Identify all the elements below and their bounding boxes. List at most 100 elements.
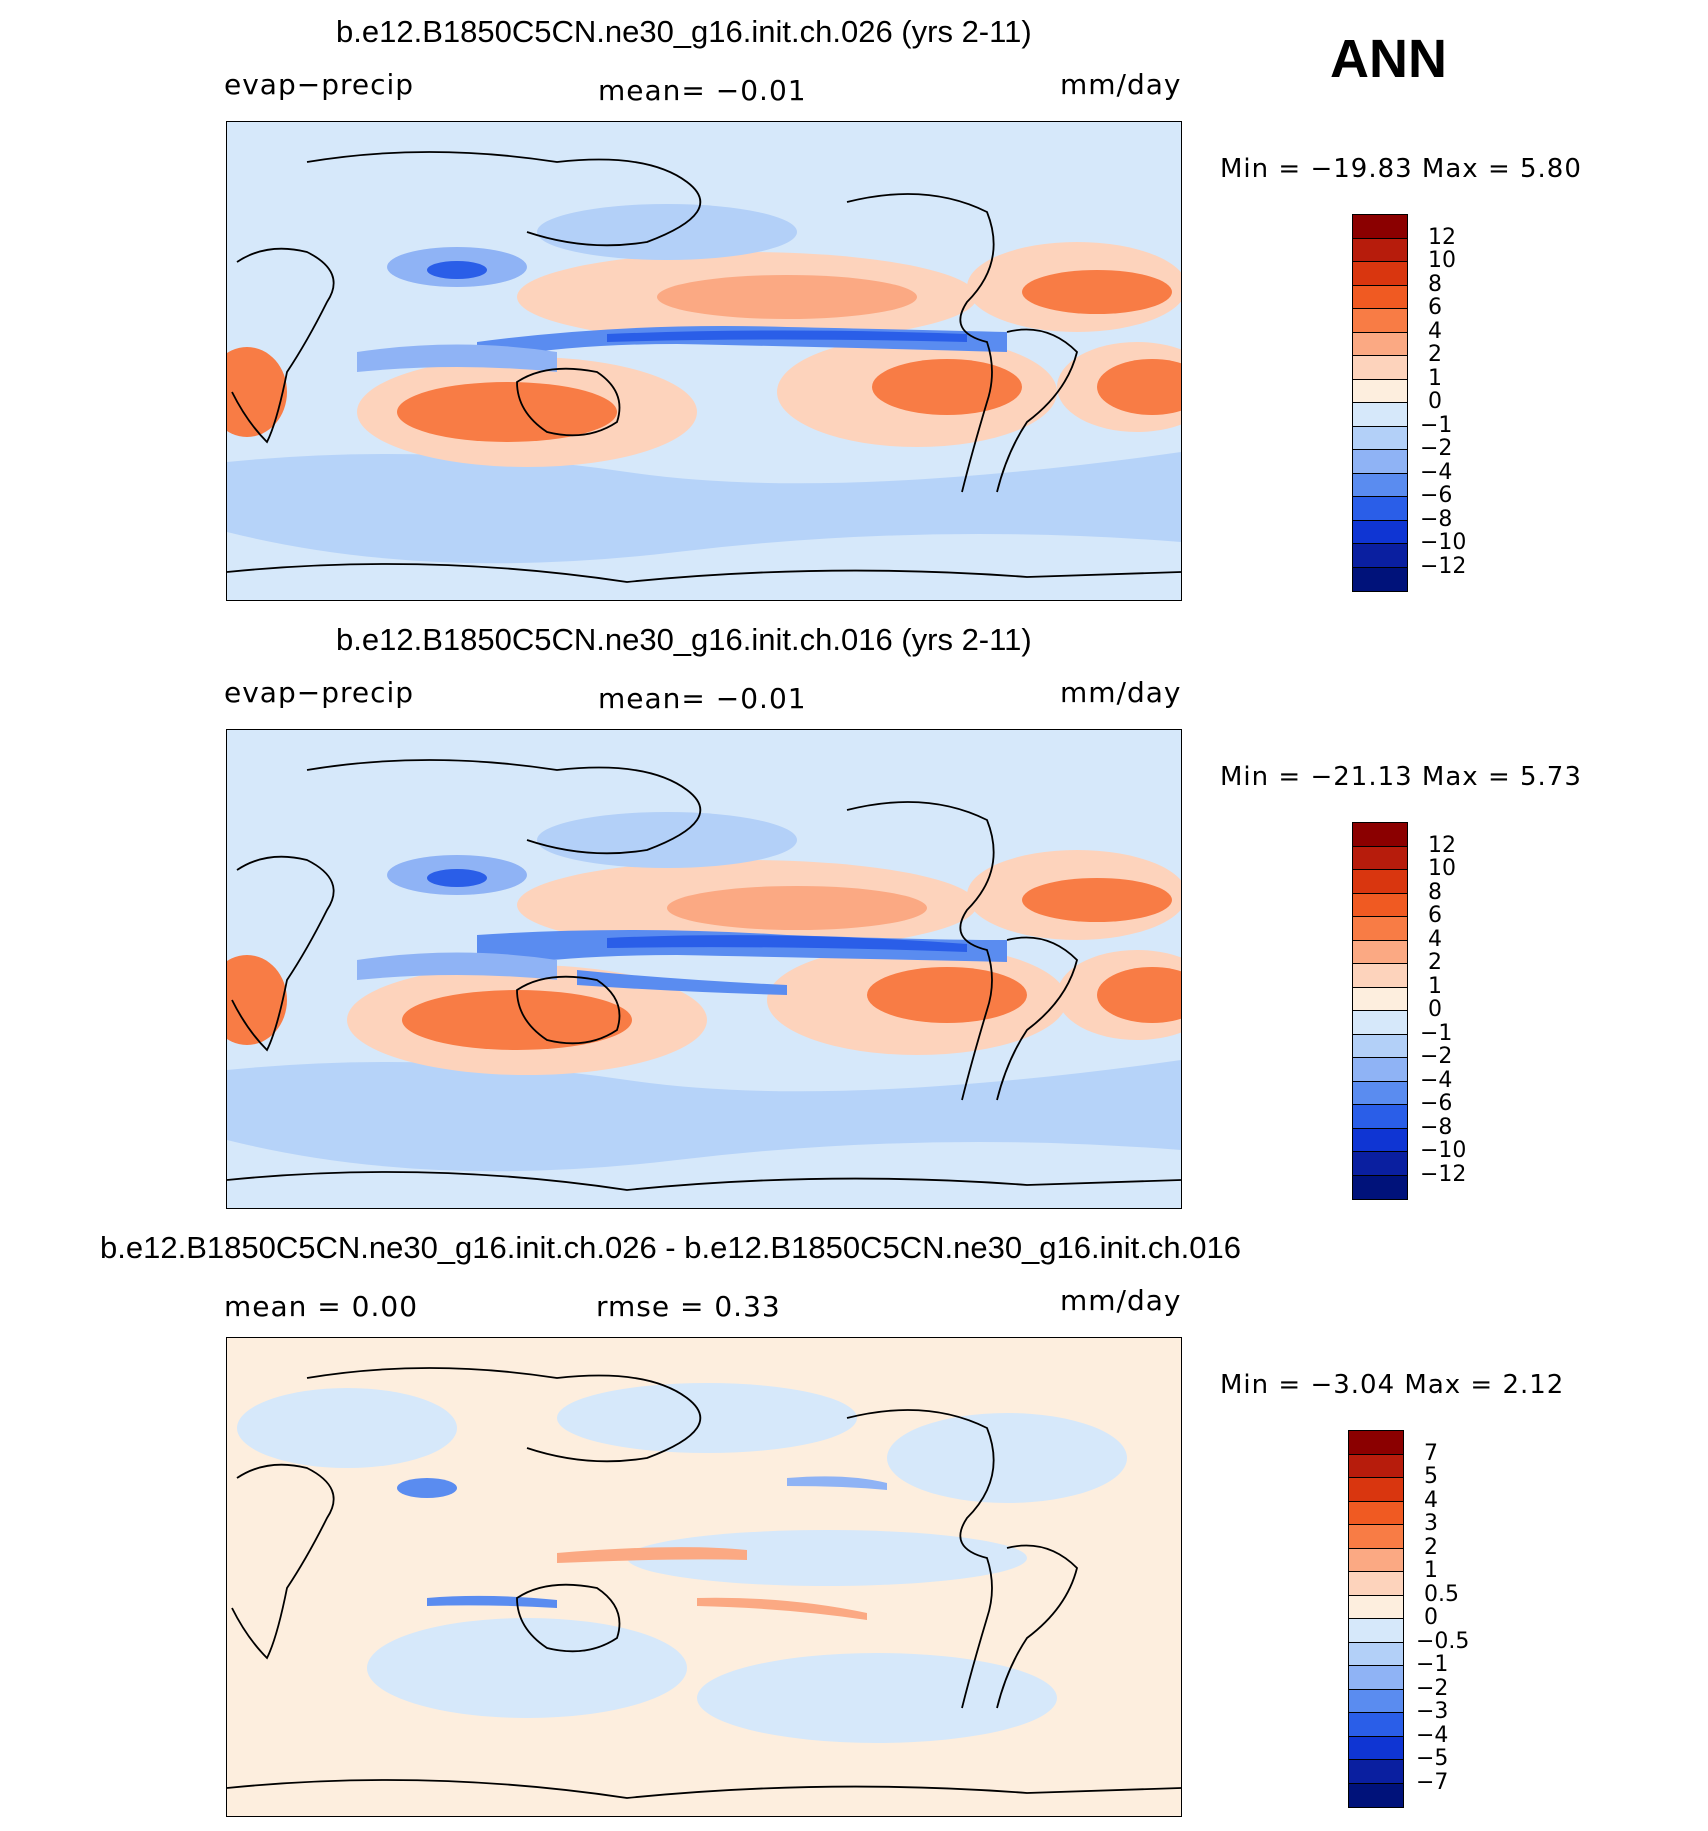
colorbar-segment: [1353, 1034, 1407, 1058]
colorbar-segment: [1349, 1783, 1403, 1807]
colorbar-segment: [1353, 1011, 1407, 1035]
colorbar-tick-label: 8: [1428, 879, 1442, 905]
colorbar-tick-label: 4: [1428, 926, 1442, 952]
colorbar-segment: [1353, 964, 1407, 988]
panel-1-units: mm/day: [1060, 68, 1182, 101]
panel-3-mean-label: mean = 0.00: [224, 1290, 419, 1323]
season-label: ANN: [1330, 29, 1447, 89]
panel-2-map: [226, 729, 1182, 1209]
colorbar-segment: [1353, 1081, 1407, 1105]
colorbar-tick-label: −10: [1420, 1138, 1467, 1163]
colorbar-tick-label: 4: [1428, 318, 1442, 344]
colorbar-tick-label: 6: [1428, 903, 1442, 928]
colorbar-segment: [1349, 1736, 1403, 1760]
colorbar-tick-label: 0: [1428, 997, 1442, 1022]
panel-1-mean-label: mean= −0.01: [598, 74, 807, 107]
colorbar-segment: [1353, 893, 1407, 917]
colorbar-segment: [1349, 1689, 1403, 1713]
colorbar-segment: [1349, 1713, 1403, 1737]
colorbar-tick-label: −4: [1416, 1722, 1449, 1748]
colorbar-segment: [1353, 846, 1407, 870]
colorbar-segment: [1353, 917, 1407, 941]
colorbar-segment: [1353, 309, 1407, 333]
colorbar-tick-label: −1: [1420, 412, 1453, 438]
colorbar-tick-label: 12: [1428, 224, 1456, 250]
colorbar-segment: [1353, 1128, 1407, 1152]
colorbar-segment: [1353, 356, 1407, 380]
colorbar-tick-label: −0.5: [1416, 1628, 1470, 1654]
colorbar-tick-label: 0: [1428, 389, 1442, 414]
colorbar-segment: [1353, 1058, 1407, 1082]
panel-2-mean-label: mean= −0.01: [598, 682, 807, 715]
panel-1-variable-label: evap−precip: [224, 68, 415, 101]
colorbar-tick-label: −8: [1420, 1114, 1453, 1140]
colorbar-segment: [1353, 497, 1407, 521]
colorbar-tick-label: −1: [1420, 1020, 1453, 1046]
colorbar-segment: [1349, 1619, 1403, 1643]
colorbar-tick-label: −1: [1416, 1652, 1449, 1677]
colorbar-segment: [1349, 1548, 1403, 1572]
panel-3-map: [226, 1337, 1182, 1817]
panel-1-title: b.e12.B1850C5CN.ne30_g16.init.ch.026 (yr…: [336, 14, 1032, 49]
colorbar-tick-label: 10: [1428, 248, 1456, 273]
colorbar-tick-label: −12: [1420, 553, 1467, 579]
colorbar-tick-label: 3: [1424, 1511, 1438, 1536]
colorbar-tick-label: 1: [1428, 365, 1442, 391]
colorbar-tick-label: −12: [1420, 1161, 1467, 1187]
colorbar-tick-label: 10: [1428, 856, 1456, 881]
colorbar-tick-label: −5: [1416, 1746, 1449, 1771]
colorbar-tick-label: −6: [1420, 1091, 1453, 1116]
colorbar-tick-label: 1: [1424, 1558, 1438, 1583]
colorbar-tick-label: −4: [1420, 1067, 1453, 1093]
panel-3-contour-field: [227, 1338, 1181, 1816]
colorbar-segment: [1349, 1431, 1403, 1455]
colorbar-segment: [1353, 567, 1407, 591]
colorbar-segment: [1349, 1572, 1403, 1596]
colorbar-tick-label: −4: [1420, 459, 1453, 485]
colorbar-tick-label: −2: [1420, 1044, 1453, 1069]
colorbar-segment: [1349, 1525, 1403, 1549]
colorbar-segment: [1349, 1478, 1403, 1502]
colorbar-segment: [1353, 262, 1407, 286]
colorbar-tick-label: 5: [1424, 1464, 1438, 1489]
colorbar-tick-label: 2: [1428, 342, 1442, 367]
colorbar-segment: [1353, 238, 1407, 262]
colorbar-tick-label: 0: [1424, 1605, 1438, 1630]
colorbar-tick-label: 1: [1428, 973, 1442, 999]
colorbar-segment: [1353, 379, 1407, 403]
colorbar-segment: [1353, 940, 1407, 964]
colorbar-segment: [1349, 1760, 1403, 1784]
colorbar-segment: [1353, 403, 1407, 427]
colorbar-tick-label: −10: [1420, 530, 1467, 555]
colorbar-segment: [1353, 426, 1407, 450]
colorbar-segment: [1353, 544, 1407, 568]
colorbar-segment: [1353, 1175, 1407, 1199]
colorbar-tick-label: −2: [1420, 436, 1453, 461]
colorbar-segment: [1349, 1595, 1403, 1619]
colorbar-segment: [1353, 823, 1407, 847]
panel-1-min-max: Min = −19.83 Max = 5.80: [1220, 154, 1582, 184]
colorbar-segment: [1353, 285, 1407, 309]
colorbar-tick-label: 12: [1428, 832, 1456, 858]
panel-2-title: b.e12.B1850C5CN.ne30_g16.init.ch.016 (yr…: [336, 622, 1032, 657]
colorbar-segment: [1353, 215, 1407, 239]
colorbar-tick-label: 2: [1428, 950, 1442, 975]
panel-3-rmse-label: rmse = 0.33: [596, 1290, 781, 1323]
colorbar-tick-label: 7: [1424, 1440, 1438, 1466]
panel-1-contour-field: [227, 122, 1181, 600]
panel-2-variable-label: evap−precip: [224, 676, 415, 709]
panel-1-map: [226, 121, 1182, 601]
panel-3-min-max: Min = −3.04 Max = 2.12: [1220, 1370, 1565, 1400]
panel-2-min-max: Min = −21.13 Max = 5.73: [1220, 762, 1582, 792]
panel-1-colorbar: [1352, 214, 1408, 592]
panel-2-units: mm/day: [1060, 676, 1182, 709]
colorbar-tick-label: 0.5: [1424, 1581, 1459, 1607]
colorbar-segment: [1353, 1152, 1407, 1176]
colorbar-tick-label: −2: [1416, 1675, 1449, 1701]
panel-3-colorbar: [1348, 1430, 1404, 1808]
panel-3-title: b.e12.B1850C5CN.ne30_g16.init.ch.026 - b…: [100, 1230, 1241, 1265]
colorbar-tick-label: −7: [1416, 1769, 1449, 1795]
colorbar-tick-label: 8: [1428, 271, 1442, 297]
colorbar-tick-label: 2: [1424, 1534, 1438, 1560]
colorbar-segment: [1353, 1105, 1407, 1129]
